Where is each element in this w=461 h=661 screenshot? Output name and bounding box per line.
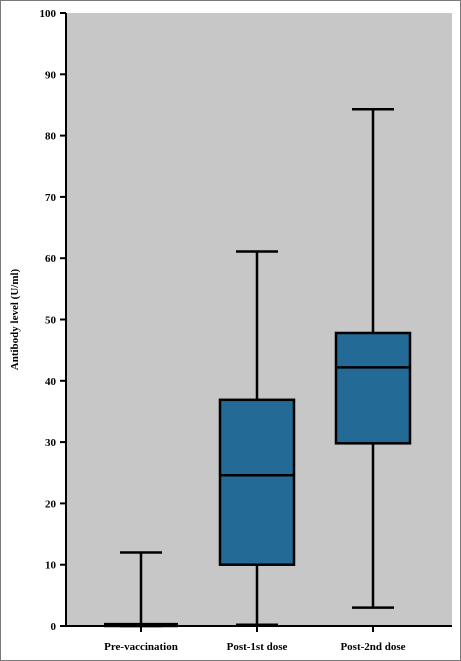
y-tick-label: 30 xyxy=(45,437,57,449)
y-tick-label: 100 xyxy=(40,8,57,20)
y-tick-label: 50 xyxy=(45,315,57,327)
y-tick-label: 70 xyxy=(45,192,57,204)
y-tick-label: 20 xyxy=(45,498,57,510)
box-pre-vaccination xyxy=(104,551,178,628)
box-post-2nd-dose xyxy=(334,107,412,609)
boxes-group xyxy=(104,107,412,628)
y-tick-label: 80 xyxy=(45,131,57,143)
y-tick-label: 40 xyxy=(45,376,57,388)
box-iqr xyxy=(334,331,412,445)
y-axis: 0 10 20 30 40 50 60 70 80 90 100 xyxy=(40,8,67,633)
x-axis: Pre-vaccination Post-1st dose Post-2nd dos… xyxy=(66,625,452,653)
y-axis-title: Antibody level (U/ml) xyxy=(9,268,21,370)
y-tick-label: 90 xyxy=(45,69,57,81)
box-iqr xyxy=(218,398,296,566)
x-category-label: Post-1st dose xyxy=(227,641,288,653)
y-tick-label: 60 xyxy=(45,253,57,265)
box-post-1st-dose xyxy=(218,250,296,627)
y-tick-label: 10 xyxy=(45,560,57,572)
x-category-label: Pre-vaccination xyxy=(104,641,178,653)
y-tick-label: 0 xyxy=(51,621,57,633)
x-category-label: Post-2nd dose xyxy=(340,641,405,653)
